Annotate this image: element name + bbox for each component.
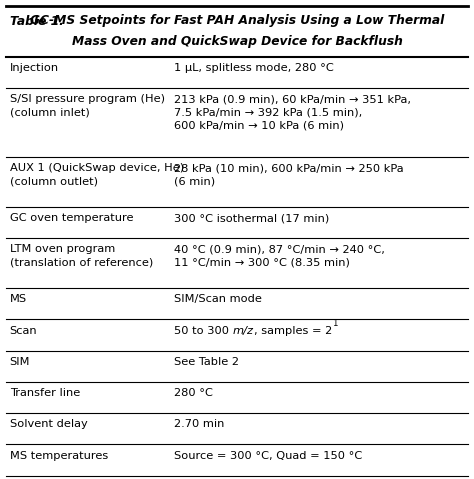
Text: Mass Oven and QuickSwap Device for Backflush: Mass Oven and QuickSwap Device for Backf… [72,35,402,48]
Text: S/SI pressure program (He)
(column inlet): S/SI pressure program (He) (column inlet… [10,94,165,118]
Text: 280 °C: 280 °C [174,388,213,398]
Text: 300 °C isothermal (17 min): 300 °C isothermal (17 min) [174,213,329,223]
Text: Solvent delay: Solvent delay [10,420,88,430]
Text: GC oven temperature: GC oven temperature [10,213,133,223]
Text: 1 μL, splitless mode, 280 °C: 1 μL, splitless mode, 280 °C [174,63,334,73]
Text: MS: MS [10,295,27,305]
Text: 1: 1 [332,319,337,328]
Text: AUX 1 (QuickSwap device, He)
(column outlet): AUX 1 (QuickSwap device, He) (column out… [10,163,184,186]
Text: Injection: Injection [10,63,59,73]
Text: GC-MS Setpoints for Fast PAH Analysis Using a Low Thermal: GC-MS Setpoints for Fast PAH Analysis Us… [30,14,444,27]
Text: m/z: m/z [233,326,254,336]
Text: LTM oven program
(translation of reference): LTM oven program (translation of referen… [10,244,153,268]
Text: Source = 300 °C, Quad = 150 °C: Source = 300 °C, Quad = 150 °C [174,451,362,461]
Text: SIM: SIM [10,357,30,367]
Text: 28 kPa (10 min), 600 kPa/min → 250 kPa
(6 min): 28 kPa (10 min), 600 kPa/min → 250 kPa (… [174,163,404,186]
Text: SIM/Scan mode: SIM/Scan mode [174,295,262,305]
Text: 2.70 min: 2.70 min [174,420,224,430]
Text: , samples = 2: , samples = 2 [254,326,332,336]
Text: Scan: Scan [10,326,37,336]
Text: 40 °C (0.9 min), 87 °C/min → 240 °C,
11 °C/min → 300 °C (8.35 min): 40 °C (0.9 min), 87 °C/min → 240 °C, 11 … [174,244,385,268]
Text: MS temperatures: MS temperatures [10,451,108,461]
Text: 213 kPa (0.9 min), 60 kPa/min → 351 kPa,
7.5 kPa/min → 392 kPa (1.5 min),
600 kP: 213 kPa (0.9 min), 60 kPa/min → 351 kPa,… [174,94,411,131]
Text: Table 1.: Table 1. [10,15,64,28]
Text: Transfer line: Transfer line [10,388,80,398]
Text: See Table 2: See Table 2 [174,357,239,367]
Text: 50 to 300: 50 to 300 [174,326,233,336]
